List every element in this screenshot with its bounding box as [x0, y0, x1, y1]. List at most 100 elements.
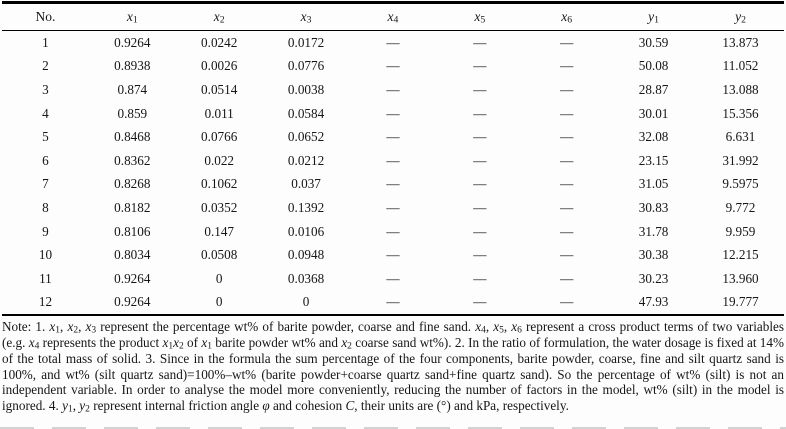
column-header-y2: y2 [735, 9, 746, 26]
table-cell: 0 [215, 294, 223, 310]
table-cell: 0.8468 [114, 129, 151, 145]
table-cell: — [386, 176, 400, 192]
table-row: 7 0.8268 0.1062 0.037 — — — 31.05 9.5975 [2, 173, 784, 197]
table-cell: — [473, 199, 487, 215]
table-cell: 50.08 [638, 58, 669, 74]
table-cell: 0.859 [117, 105, 148, 121]
table-cell: 0.022 [204, 152, 235, 168]
table-cell: 28.87 [638, 81, 669, 97]
table-cell: 0.0352 [201, 199, 238, 215]
table-row: 12 0.9264 0 0 — — — 47.93 19.777 [2, 291, 784, 316]
table-cell: 0 [302, 294, 310, 310]
table-cell: 30.83 [638, 199, 669, 215]
table-cell: — [473, 270, 487, 286]
table-cell: — [386, 247, 400, 263]
table-note: Note: 1. x1, x2, x3 represent the percen… [2, 319, 785, 415]
table-cell: 0.0514 [201, 81, 238, 97]
table-cell: — [386, 223, 400, 239]
table-cell: 0.0766 [201, 129, 238, 145]
table-cell: 0.0038 [287, 81, 325, 97]
table-cell: 9.772 [725, 199, 756, 215]
table-cell: 0.011 [204, 105, 234, 121]
table-row: 6 0.8362 0.022 0.0212 — — — 23.15 31.992 [2, 149, 784, 173]
table-cell: 13.960 [722, 270, 759, 286]
table-cell: 32.08 [638, 129, 669, 145]
table-cell: 0.0508 [201, 247, 238, 263]
table-cell: — [560, 270, 574, 286]
table-cell: — [560, 223, 574, 239]
table-cell: 31.992 [722, 152, 759, 168]
table-cell: 0.0106 [287, 223, 325, 239]
table-cell: 9.959 [725, 223, 756, 239]
column-header-x1: x1 [126, 9, 138, 26]
table-row: 1 0.9264 0.0242 0.0172 — — — 30.59 13.873 [2, 31, 784, 55]
table-cell: 0.0652 [287, 129, 325, 145]
table-cell: 30.59 [638, 34, 669, 50]
table-row: 4 0.859 0.011 0.0584 — — — 30.01 15.356 [2, 102, 784, 126]
data-table: No. x1 x2 x3 x4 x5 x6 y1 y2 1 0.9264 0.0242 0.0172 —… [2, 1, 784, 317]
table-cell: — [560, 34, 574, 50]
table-cell: 11 [39, 270, 52, 286]
table-body: 1 0.9264 0.0242 0.0172 — — — 30.59 13.873 2 0.8938… [2, 31, 784, 316]
table-cell: 5 [42, 129, 49, 145]
column-header-x5: x5 [474, 9, 486, 26]
table-cell: 6 [42, 152, 49, 168]
header-row: No. x1 x2 x3 x4 x5 x6 y1 y2 [2, 3, 784, 31]
table-cell: 0 [215, 270, 223, 286]
table-cell: 7 [42, 176, 49, 192]
table-cell: 23.15 [638, 152, 669, 168]
table-row: 8 0.8182 0.0352 0.1392 — — — 30.83 9.772 [2, 196, 784, 220]
table-cell: 0.8034 [114, 247, 151, 263]
table-cell: 2 [42, 58, 49, 74]
table-cell: — [386, 34, 400, 50]
table-cell: 0.037 [291, 176, 321, 192]
page-edge-line [0, 427, 786, 429]
table-cell: — [386, 199, 400, 215]
table-cell: 0.0026 [201, 58, 238, 74]
table-row: 11 0.9264 0 0.0368 — — — 30.23 13.960 [2, 267, 784, 291]
table-cell: — [473, 34, 487, 50]
table-cell: — [560, 199, 574, 215]
table-cell: — [473, 129, 487, 145]
table-cell: 0.147 [204, 223, 235, 239]
table-cell: 0.0368 [287, 270, 325, 286]
table-cell: — [560, 81, 574, 97]
table-cell: 47.93 [638, 294, 669, 310]
table-cell: — [473, 247, 487, 263]
table-cell: — [560, 105, 574, 121]
table-row: 2 0.8938 0.0026 0.0776 — — — 50.08 11.052 [2, 55, 784, 79]
table-cell: — [560, 176, 574, 192]
column-header-x3: x3 [300, 9, 312, 26]
table-cell: — [386, 294, 400, 310]
table-cell: 19.777 [722, 294, 759, 310]
table-cell: — [386, 58, 400, 74]
table-cell: 0.9264 [114, 34, 151, 50]
table-cell: 0.0584 [287, 105, 325, 121]
table-cell: — [386, 105, 400, 121]
table-cell: 0.0212 [287, 152, 325, 168]
table-cell: 9 [42, 223, 49, 239]
table-cell: — [560, 58, 574, 74]
table-cell: 0.1392 [287, 199, 325, 215]
table-cell: — [473, 105, 487, 121]
table-cell: — [386, 129, 400, 145]
table-header: No. x1 x2 x3 x4 x5 x6 y1 y2 [2, 3, 784, 31]
table-cell: — [473, 294, 487, 310]
table-cell: 0.8106 [114, 223, 151, 239]
table-cell: — [473, 152, 487, 168]
table-cell: — [560, 247, 574, 263]
table-cell: — [386, 81, 400, 97]
table-cell: 0.1062 [201, 176, 238, 192]
column-header-no: No. [35, 9, 56, 24]
table-cell: 9.5975 [722, 176, 759, 192]
column-header-x6: x6 [561, 9, 573, 26]
table-cell: 31.05 [638, 176, 669, 192]
table-cell: 0.0948 [287, 247, 325, 263]
table-cell: 10 [38, 247, 53, 263]
table-row: 5 0.8468 0.0766 0.0652 — — — 32.08 6.631 [2, 125, 784, 149]
table-row: 10 0.8034 0.0508 0.0948 — — — 30.38 12.215 [2, 243, 784, 267]
table-cell: 0.8938 [114, 58, 151, 74]
table-cell: — [560, 129, 574, 145]
table-cell: 0.874 [117, 81, 148, 97]
